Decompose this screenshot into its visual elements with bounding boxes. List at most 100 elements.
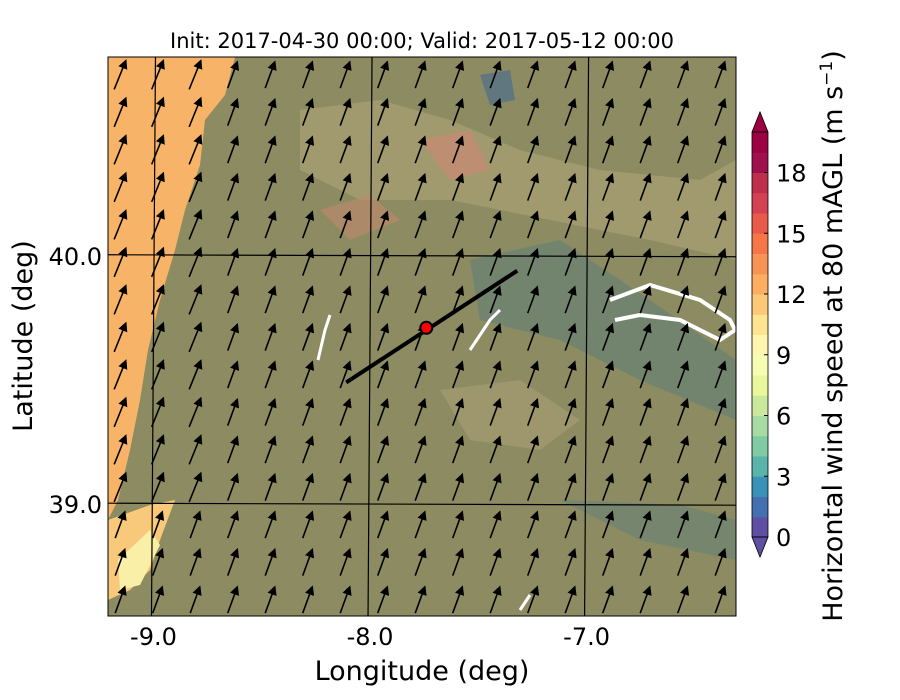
wind-vector-arrow: [526, 322, 540, 351]
colorbar-band: [752, 476, 768, 497]
wind-vector-arrow: [150, 434, 165, 465]
colorbar-band: [752, 375, 768, 396]
low-wind-valley: [470, 240, 736, 420]
wind-vector-arrow: [451, 397, 465, 426]
wind-vector-arrow: [714, 322, 727, 351]
wind-vector-arrow: [264, 397, 277, 426]
wind-vector-arrow: [189, 510, 202, 539]
colorbar: [751, 110, 769, 559]
wind-vector-arrow: [564, 97, 577, 126]
wind-vector-arrow: [376, 60, 390, 89]
reservoir: [518, 594, 532, 611]
colorbar-tick-label: 3: [776, 463, 791, 491]
wind-vector-arrow: [114, 510, 127, 539]
wind-vector-arrow: [526, 285, 540, 314]
wind-vector-arrow: [188, 284, 203, 315]
wind-vector-arrow: [451, 510, 465, 539]
wind-vector-arrow: [601, 285, 615, 314]
wind-vector-arrow: [339, 97, 352, 126]
wind-vector-arrow: [714, 247, 727, 276]
wind-vector-arrow: [451, 97, 465, 126]
colorbar-band: [752, 273, 768, 295]
wind-vector-arrow: [264, 322, 277, 351]
wind-vector-arrow: [150, 246, 165, 278]
wind-vector-arrow: [226, 210, 240, 239]
colorbar-extend-max: [751, 110, 769, 133]
wind-vector-arrow: [714, 360, 727, 389]
wind-vector-arrow: [113, 171, 128, 203]
wind-vector-arrow: [150, 59, 165, 90]
wind-vector-arrow: [676, 322, 690, 351]
wind-vector-arrow: [526, 247, 540, 276]
high-terrain-patch: [320, 195, 400, 240]
colorbar-tick-label: 9: [776, 342, 791, 370]
wind-vector-arrow: [376, 322, 390, 351]
wind-vector-arrow: [526, 135, 540, 164]
colorbar-band: [752, 253, 768, 275]
colorbar-label-exponent: −1: [817, 61, 837, 86]
wind-vector-arrow: [264, 210, 277, 239]
wind-vector-arrow: [414, 397, 427, 426]
wind-vector-arrow: [489, 397, 502, 426]
wind-vector-arrow: [526, 510, 540, 539]
wind-vector-arrow: [676, 510, 690, 539]
wind-vector-arrow: [264, 285, 277, 314]
wind-vector-arrow: [376, 210, 390, 239]
wind-vector-arrow: [226, 285, 240, 314]
wind-vector-arrow: [601, 135, 615, 164]
wind-vector-arrow: [188, 59, 203, 90]
wind-vector-arrow: [301, 135, 315, 164]
wind-vector-arrow: [376, 585, 390, 614]
wind-vector-arrow: [188, 134, 203, 165]
wind-vector-arrow: [526, 97, 540, 126]
wind-vector-arrow: [150, 359, 165, 390]
wind-vector-arrow: [113, 246, 128, 278]
wind-vector-arrow: [676, 397, 690, 426]
wind-vector-arrow: [414, 510, 427, 539]
wind-vector-arrow: [526, 585, 540, 614]
meridian-gridline: [367, 57, 373, 616]
wind-vector-arrow: [676, 547, 690, 576]
wind-vector-arrow: [189, 547, 202, 576]
colorbar-band: [752, 152, 768, 173]
wind-vector-arrow: [339, 472, 352, 501]
wind-vector-arrow: [376, 97, 390, 126]
wind-vector-arrow: [301, 172, 315, 201]
wind-vector-arrow: [526, 172, 540, 201]
wind-vector-arrow: [714, 60, 727, 89]
wind-vector-arrow: [714, 472, 727, 501]
wind-vector-arrow: [714, 97, 727, 126]
wind-vector-arrow: [264, 547, 277, 576]
wind-vector-arrow: [414, 97, 427, 126]
wind-vector-arrow: [526, 397, 540, 426]
colorbar-band: [752, 516, 768, 538]
wind-vector-arrow: [451, 435, 465, 464]
wind-vector-arrow: [376, 285, 390, 314]
wind-vector-arrow: [339, 510, 352, 539]
wind-vector-arrow: [489, 97, 502, 126]
gridlines: [108, 57, 736, 616]
wind-vector-arrow: [264, 360, 277, 389]
wind-vector-arrow: [339, 360, 352, 389]
colorbar-band: [752, 435, 768, 457]
wind-vector-arrow: [151, 585, 165, 614]
wind-vector-arrow: [150, 209, 165, 240]
wind-vector-arrow: [414, 135, 427, 164]
colorbar-band: [752, 294, 768, 315]
low-wind-valley-south: [560, 500, 736, 560]
wind-vector-arrow: [564, 547, 577, 576]
wind-vector-arrow: [264, 60, 277, 89]
wind-vector-arrow: [601, 510, 615, 539]
wind-vector-arrow: [714, 210, 727, 239]
wind-vector-arrow: [714, 135, 727, 164]
wind-vector-arrow: [601, 360, 615, 389]
colorbar-band: [752, 354, 768, 376]
wind-vector-arrow: [226, 97, 240, 126]
wind-vector-arrow: [639, 172, 652, 201]
wind-vector-arrow: [639, 360, 652, 389]
meridian-gridline: [583, 57, 590, 616]
y-axis-label: Latitude (deg): [8, 240, 39, 432]
wind-vector-arrow: [451, 172, 465, 201]
colorbar-label: Horizontal wind speed at 80 mAGL (m s−1): [817, 50, 849, 622]
